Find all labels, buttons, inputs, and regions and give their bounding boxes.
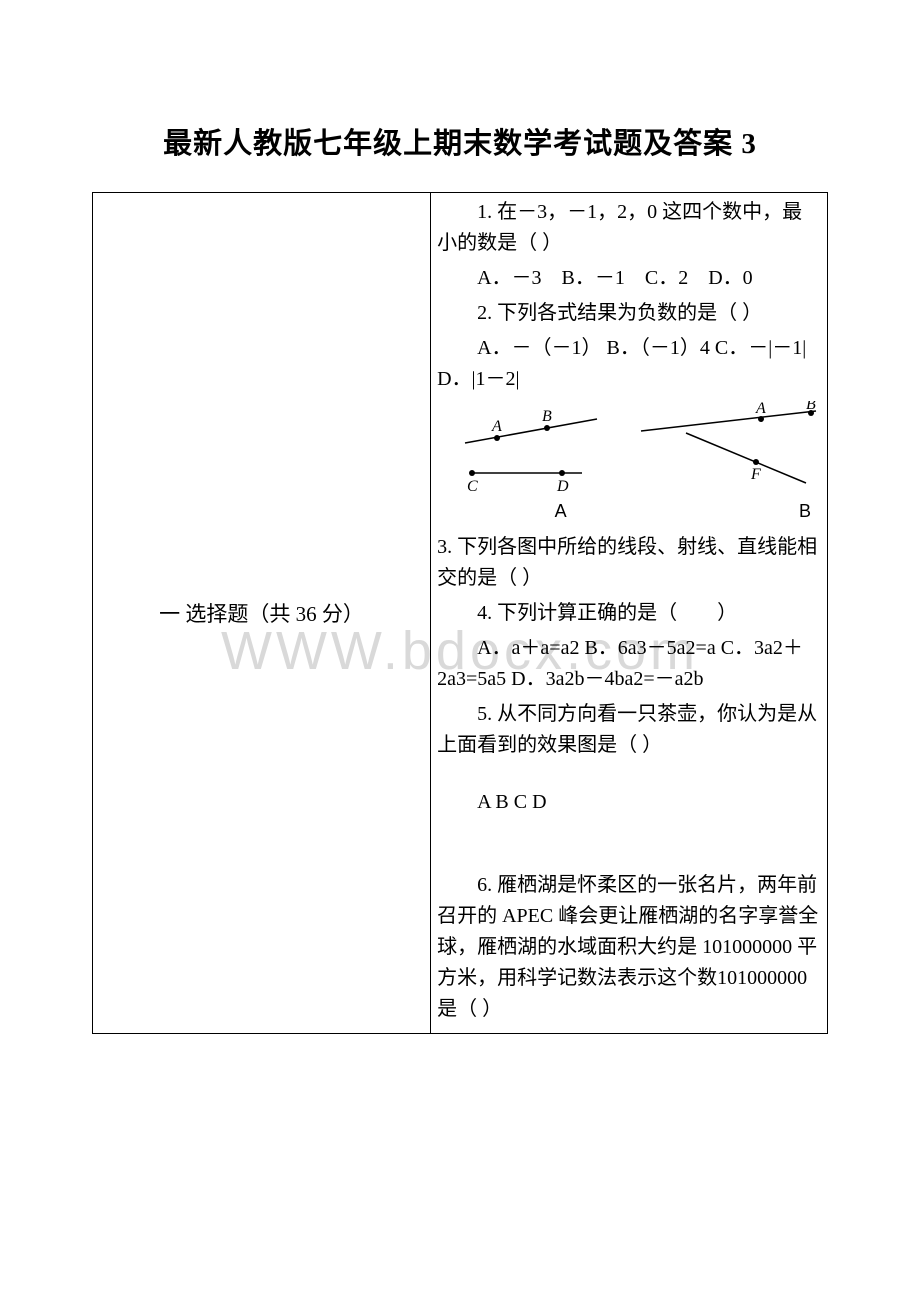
diagram-label-a: A bbox=[437, 498, 644, 526]
q1-stem: 1. 在－3，－1，2，0 这四个数中，最小的数是（ ） bbox=[437, 197, 821, 259]
q5-opts: A B C D bbox=[437, 787, 821, 818]
q5-stem: 5. 从不同方向看一只茶壶，你认为是从上面看到的效果图是（ ） bbox=[437, 699, 821, 761]
diagram-b: A B F bbox=[631, 401, 821, 496]
blank-space-big bbox=[437, 822, 821, 870]
label-d: D bbox=[556, 478, 569, 495]
label-a2: A bbox=[755, 401, 766, 417]
q4-stem: 4. 下列计算正确的是（ ） bbox=[437, 598, 821, 629]
q2-opts: A．－（－1） B．（－1）4 C．－|－1| D．|1－2| bbox=[437, 333, 821, 395]
diagram-label-b: B bbox=[644, 498, 821, 526]
q6-stem: 6. 雁栖湖是怀柔区的一张名片，两年前召开的 APEC 峰会更让雁栖湖的名字享誉… bbox=[437, 870, 821, 1025]
label-f: F bbox=[750, 466, 761, 483]
questions-cell: 1. 在－3，－1，2，0 这四个数中，最小的数是（ ） A．－3 B．－1 C… bbox=[431, 193, 828, 1034]
q3-diagrams: A B C D A B F bbox=[437, 401, 821, 496]
page-title: 最新人教版七年级上期末数学考试题及答案 3 bbox=[92, 120, 828, 162]
label-b2: B bbox=[806, 401, 816, 413]
content-table: 一 选择题（共 36 分） 1. 在－3，－1，2，0 这四个数中，最小的数是（… bbox=[92, 192, 828, 1034]
diagram-a: A B C D bbox=[437, 401, 627, 496]
label-a: A bbox=[491, 418, 502, 435]
section-heading: 一 选择题（共 36 分） bbox=[159, 602, 364, 626]
q3-stem: 3. 下列各图中所给的线段、射线、直线能相交的是（ ） bbox=[437, 532, 821, 594]
q4-opts: A．a＋a=a2 B．6a3－5a2=a C．3a2＋2a3=5a5 D．3a2… bbox=[437, 633, 821, 695]
label-c: C bbox=[467, 478, 478, 495]
q2-stem: 2. 下列各式结果为负数的是（ ） bbox=[437, 298, 821, 329]
label-b: B bbox=[542, 408, 552, 425]
q1-opts: A．－3 B．－1 C．2 D．0 bbox=[437, 263, 821, 294]
section-heading-cell: 一 选择题（共 36 分） bbox=[93, 193, 431, 1034]
diagram-option-labels: A B bbox=[437, 498, 821, 526]
table-row: 一 选择题（共 36 分） 1. 在－3，－1，2，0 这四个数中，最小的数是（… bbox=[93, 193, 828, 1034]
blank-space bbox=[437, 765, 821, 787]
